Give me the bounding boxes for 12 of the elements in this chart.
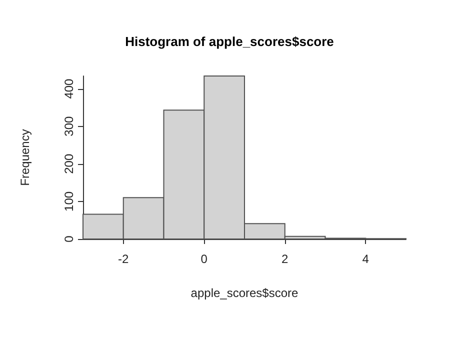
y-tick-label: 100 — [62, 191, 76, 212]
y-tick-label: 400 — [62, 78, 76, 99]
x-axis-title: apple_scores$score — [190, 286, 299, 300]
x-tick-label: 4 — [362, 252, 370, 266]
y-tick-label: 200 — [62, 154, 76, 174]
chart-title: Histogram of apple_scores$score — [125, 34, 334, 49]
y-axis-title: Frequency — [18, 129, 32, 186]
x-tick-label: 2 — [282, 252, 289, 266]
x-tick-label: -2 — [118, 252, 130, 266]
y-tick-label: 300 — [62, 116, 76, 136]
y-tick-label: 0 — [62, 235, 76, 242]
x-tick-label: 0 — [200, 252, 208, 266]
